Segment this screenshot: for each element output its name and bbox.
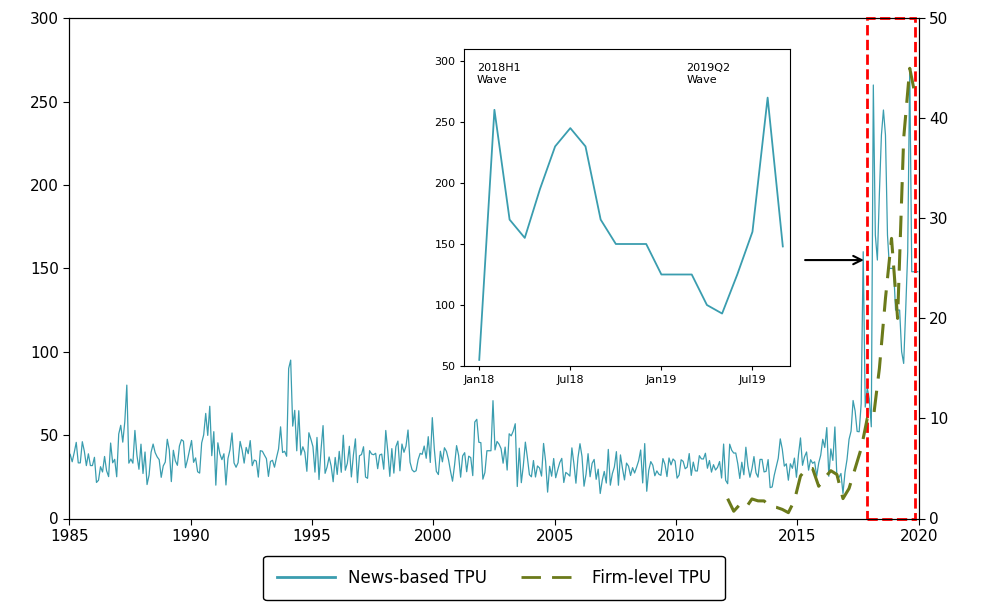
Legend: News-based TPU, Firm-level TPU: News-based TPU, Firm-level TPU xyxy=(263,556,725,600)
Text: 2019Q2
Wave: 2019Q2 Wave xyxy=(687,63,731,85)
Bar xyxy=(866,18,915,518)
Text: 2018H1
Wave: 2018H1 Wave xyxy=(477,63,521,85)
